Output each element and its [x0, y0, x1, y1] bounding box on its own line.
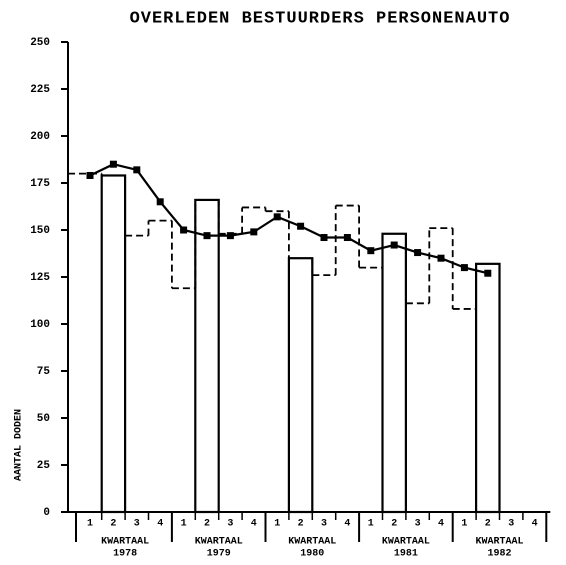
trend-marker	[484, 269, 492, 277]
bar	[475, 262, 501, 514]
x-tick-label: 1	[181, 519, 187, 530]
group-label: KWARTAAL	[288, 537, 336, 548]
y-tick-label: 250	[30, 37, 50, 49]
x-tick-label: 3	[134, 519, 140, 530]
y-tick-label: 25	[37, 460, 51, 472]
chart-title: OVERLEDEN BESTUURDERS PERSONENAUTO	[130, 9, 511, 28]
trend-marker	[180, 226, 188, 234]
trend-marker	[437, 254, 445, 262]
x-tick-label: 1	[87, 519, 93, 530]
y-tick-label: 0	[43, 507, 50, 519]
x-tick-label: 3	[321, 519, 327, 530]
group-year: 1980	[300, 549, 324, 560]
bar	[100, 174, 127, 514]
x-tick-label: 3	[415, 519, 421, 530]
bar	[194, 198, 220, 514]
y-tick-label: 225	[30, 84, 50, 96]
group-year: 1979	[207, 549, 231, 560]
x-tick-label: 3	[508, 519, 514, 530]
trend-line	[89, 163, 489, 275]
x-tick-label: 2	[391, 519, 397, 530]
bar	[381, 232, 407, 514]
trend-marker	[414, 249, 422, 257]
x-tick-label: 4	[157, 519, 163, 530]
x-tick-label: 2	[485, 519, 491, 530]
x-tick-label: 3	[227, 519, 233, 530]
group-label: KWARTAAL	[382, 537, 430, 548]
group-label: KWARTAAL	[195, 537, 243, 548]
x-tick-label: 4	[438, 519, 444, 530]
y-tick-label: 150	[30, 225, 50, 237]
y-axis-label: AANTAL DODEN	[14, 409, 25, 481]
x-tick-label: 4	[251, 519, 257, 530]
x-tick-label: 2	[204, 519, 210, 530]
trend-marker	[320, 234, 328, 242]
x-tick-label: 1	[461, 519, 467, 530]
trend-marker	[460, 264, 468, 272]
trend-marker	[390, 241, 398, 249]
group-year: 1978	[113, 549, 137, 560]
y-tick-label: 200	[30, 131, 50, 143]
group-label: KWARTAAL	[475, 537, 523, 548]
group-year: 1982	[487, 549, 511, 560]
trend-marker	[109, 160, 117, 168]
trend-marker	[133, 166, 141, 174]
trend-marker	[367, 247, 375, 255]
bar	[287, 257, 314, 514]
trend-marker	[156, 198, 164, 206]
y-tick-label: 175	[30, 178, 50, 190]
group-year: 1981	[394, 549, 418, 560]
x-tick-label: 1	[368, 519, 374, 530]
y-tick-label: 50	[37, 413, 50, 425]
x-tick-label: 2	[110, 519, 116, 530]
x-tick-label: 4	[532, 519, 538, 530]
trend-marker	[273, 213, 281, 221]
group-label: KWARTAAL	[101, 537, 149, 548]
y-tick-label: 125	[30, 272, 50, 284]
y-tick-label: 100	[30, 319, 50, 331]
trend-marker	[226, 232, 234, 240]
x-tick-label: 4	[344, 519, 350, 530]
x-tick-label: 2	[298, 519, 304, 530]
trend-marker	[203, 232, 211, 240]
trend-marker	[250, 228, 258, 236]
trend-marker	[343, 234, 351, 242]
trend-marker	[297, 222, 305, 230]
x-tick-label: 1	[274, 519, 280, 530]
trend-marker	[86, 171, 94, 179]
y-tick-label: 75	[37, 366, 51, 378]
